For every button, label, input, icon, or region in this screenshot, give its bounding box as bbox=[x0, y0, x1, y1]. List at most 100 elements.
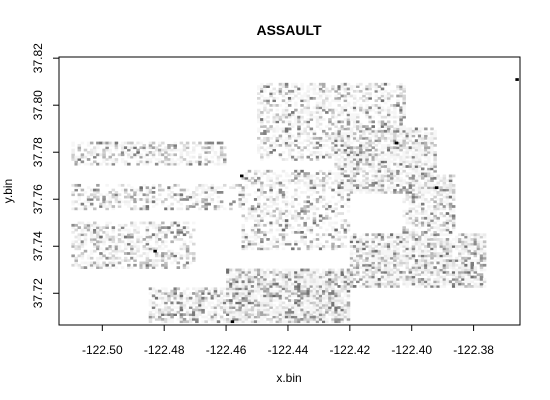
heatmap-cell bbox=[278, 282, 283, 286]
heatmap-cell bbox=[173, 306, 177, 309]
heatmap-cell bbox=[139, 261, 143, 265]
heatmap-cell bbox=[420, 141, 425, 145]
heatmap-cell bbox=[176, 296, 181, 300]
heatmap-cell bbox=[238, 308, 242, 312]
heatmap-cell bbox=[386, 151, 391, 154]
heatmap-cell bbox=[365, 141, 369, 145]
heatmap-cell bbox=[346, 139, 351, 143]
heatmap-cell bbox=[445, 259, 450, 262]
heatmap-cell bbox=[368, 169, 372, 173]
heatmap-cell bbox=[399, 259, 403, 262]
heatmap-cell bbox=[312, 205, 317, 208]
heatmap-cell bbox=[442, 183, 447, 187]
heatmap-cell bbox=[306, 155, 311, 159]
heatmap-cell bbox=[198, 310, 202, 314]
heatmap-cell bbox=[300, 148, 304, 152]
heatmap-cell bbox=[405, 127, 410, 131]
heatmap-cell bbox=[306, 181, 311, 185]
heatmap-cell bbox=[306, 275, 311, 279]
heatmap-cell bbox=[451, 221, 456, 225]
heatmap-cell bbox=[343, 158, 348, 161]
heatmap-cell bbox=[278, 301, 283, 305]
heatmap-cell bbox=[238, 315, 242, 319]
heatmap-cell bbox=[321, 273, 326, 277]
heatmap-cell bbox=[451, 261, 456, 265]
heatmap-cell bbox=[247, 245, 252, 248]
heatmap-cell bbox=[411, 176, 416, 180]
heatmap-cell bbox=[244, 270, 249, 274]
heatmap-cell bbox=[232, 268, 236, 272]
heatmap-cell bbox=[294, 285, 298, 288]
heatmap-cell bbox=[445, 252, 450, 255]
heatmap-cell bbox=[383, 165, 388, 168]
heatmap-cell bbox=[315, 125, 320, 128]
heatmap-cell bbox=[158, 148, 162, 152]
heatmap-cell bbox=[182, 146, 187, 150]
heatmap-cell bbox=[318, 280, 323, 284]
heatmap-cell bbox=[399, 129, 403, 133]
heatmap-cell bbox=[325, 205, 329, 208]
heatmap-cell bbox=[417, 176, 422, 180]
heatmap-cell bbox=[386, 115, 391, 119]
heatmap-cell bbox=[130, 188, 134, 192]
heatmap-cell bbox=[287, 287, 292, 291]
heatmap-cell bbox=[442, 223, 447, 227]
heatmap-cell bbox=[371, 115, 375, 119]
heatmap-cell bbox=[111, 263, 116, 267]
heatmap-cell bbox=[204, 146, 208, 150]
heatmap-cell bbox=[287, 134, 292, 138]
heatmap-cell bbox=[309, 228, 314, 232]
heatmap-cell bbox=[148, 160, 153, 164]
heatmap-cell bbox=[272, 315, 276, 319]
heatmap-cell bbox=[383, 242, 388, 246]
heatmap-cell bbox=[257, 108, 261, 112]
heatmap-cell bbox=[368, 120, 372, 124]
heatmap-cell bbox=[80, 230, 85, 234]
heatmap-cell bbox=[470, 285, 474, 288]
heatmap-cell bbox=[272, 285, 276, 288]
heatmap-cell bbox=[349, 172, 354, 175]
heatmap-cell bbox=[219, 289, 224, 293]
heatmap-cell bbox=[433, 221, 437, 225]
heatmap-cell bbox=[99, 240, 103, 244]
heatmap-cell bbox=[167, 256, 171, 260]
heatmap-cell bbox=[102, 205, 106, 208]
heatmap-cell bbox=[383, 188, 388, 192]
heatmap-cell bbox=[250, 280, 255, 284]
heatmap-cell bbox=[151, 296, 156, 300]
heatmap-cell bbox=[244, 303, 249, 307]
heatmap-cell bbox=[356, 113, 360, 117]
heatmap-cell bbox=[158, 141, 162, 145]
heatmap-cell bbox=[365, 235, 369, 239]
heatmap-cell bbox=[188, 310, 193, 314]
heatmap-cell bbox=[300, 94, 304, 98]
heatmap-cell bbox=[346, 193, 351, 197]
heatmap-cell bbox=[455, 259, 459, 262]
heatmap-cell bbox=[117, 238, 122, 241]
heatmap-cell bbox=[325, 275, 329, 279]
heatmap-cell bbox=[371, 160, 375, 164]
heatmap-cell bbox=[424, 266, 428, 269]
heatmap-cell bbox=[374, 266, 379, 269]
heatmap-cell bbox=[297, 303, 301, 307]
heatmap-cell bbox=[136, 245, 140, 248]
heatmap-cell bbox=[161, 153, 165, 157]
heatmap-cell bbox=[346, 158, 351, 161]
heatmap-cell bbox=[154, 198, 159, 201]
heatmap-cell bbox=[371, 252, 375, 255]
heatmap-cell bbox=[411, 202, 416, 206]
heatmap-cell bbox=[405, 151, 410, 154]
heatmap-cell bbox=[284, 141, 289, 145]
heatmap-cell bbox=[281, 129, 286, 133]
heatmap-cell bbox=[318, 96, 323, 100]
heatmap-cell bbox=[80, 207, 85, 211]
heatmap-cell bbox=[167, 158, 171, 161]
heatmap-cell bbox=[374, 172, 379, 175]
heatmap-cell bbox=[260, 230, 264, 234]
heatmap-cell bbox=[179, 198, 184, 201]
heatmap-cell bbox=[201, 303, 205, 307]
heatmap-cell bbox=[315, 111, 320, 114]
heatmap-cell bbox=[179, 195, 184, 199]
heatmap-cell bbox=[275, 176, 280, 180]
heatmap-cell bbox=[402, 256, 406, 260]
